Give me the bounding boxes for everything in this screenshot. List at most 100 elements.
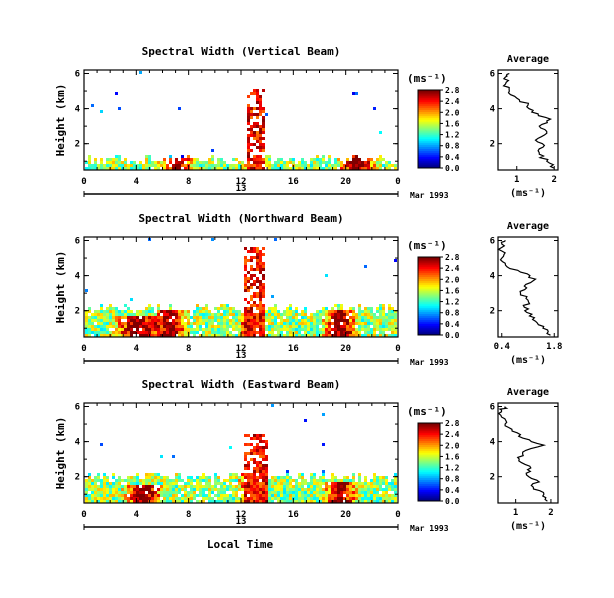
heatmap-cell bbox=[250, 107, 253, 110]
heatmap-cell bbox=[370, 479, 373, 482]
heatmap-cell bbox=[376, 307, 379, 310]
colorbar-swatch bbox=[418, 95, 440, 99]
heatmap-cell bbox=[328, 494, 331, 497]
heatmap-cell bbox=[376, 482, 379, 485]
heatmap-cell bbox=[367, 491, 370, 494]
heatmap-cell bbox=[349, 325, 352, 328]
heatmap-cell bbox=[289, 497, 292, 500]
heatmap-cell bbox=[127, 322, 130, 325]
heatmap-cell bbox=[100, 310, 103, 313]
heatmap-cell bbox=[337, 488, 340, 491]
heatmap-cell bbox=[307, 331, 310, 334]
heatmap-cell bbox=[319, 497, 322, 500]
heatmap-cell bbox=[268, 328, 271, 331]
heatmap-cell bbox=[307, 500, 310, 503]
heatmap-cell bbox=[199, 488, 202, 491]
heatmap-cell bbox=[127, 476, 130, 479]
heatmap-cell bbox=[268, 485, 271, 488]
heatmap-cell bbox=[292, 322, 295, 325]
heatmap-cell bbox=[238, 316, 241, 319]
heatmap-cell bbox=[352, 325, 355, 328]
heatmap-cell bbox=[193, 328, 196, 331]
day-label: 13 bbox=[236, 184, 247, 194]
heatmap-cell bbox=[325, 334, 328, 337]
heatmap-cell bbox=[247, 167, 250, 170]
heatmap-cell bbox=[259, 476, 262, 479]
heatmap-cell bbox=[301, 334, 304, 337]
heatmap-cell bbox=[283, 313, 286, 316]
heatmap-cell bbox=[352, 488, 355, 491]
heatmap-cell bbox=[391, 319, 394, 322]
heatmap-cell bbox=[115, 310, 118, 313]
heatmap-cell bbox=[262, 116, 265, 119]
heatmap-cell bbox=[145, 164, 148, 167]
heatmap-cell bbox=[220, 331, 223, 334]
y-tick-label: 6 bbox=[75, 403, 80, 413]
heatmap-cell bbox=[202, 473, 205, 476]
heatmap-cell bbox=[199, 500, 202, 503]
heatmap-cell bbox=[88, 497, 91, 500]
heatmap-cell bbox=[253, 250, 256, 253]
heatmap-cell bbox=[274, 328, 277, 331]
heatmap-cell bbox=[364, 491, 367, 494]
heatmap-cell bbox=[139, 164, 142, 167]
heatmap-cell bbox=[361, 316, 364, 319]
heatmap-cell bbox=[178, 334, 181, 337]
heatmap-cell bbox=[154, 482, 157, 485]
heatmap-cell bbox=[256, 125, 259, 128]
heatmap-cell bbox=[259, 319, 262, 322]
heatmap-cell bbox=[154, 500, 157, 503]
colorbar-swatch bbox=[418, 138, 440, 142]
colorbar-frame bbox=[417, 256, 441, 336]
heatmap-cell bbox=[337, 307, 340, 310]
heatmap-cell bbox=[250, 110, 253, 113]
heatmap-cell bbox=[346, 485, 349, 488]
heatmap-cell bbox=[217, 307, 220, 310]
heatmap-cell bbox=[373, 325, 376, 328]
heatmap-cell bbox=[244, 434, 247, 437]
heatmap-cell bbox=[88, 476, 91, 479]
heatmap-cell bbox=[382, 310, 385, 313]
heatmap-cell bbox=[259, 167, 262, 170]
heatmap-cell bbox=[172, 479, 175, 482]
heatmap-cell bbox=[283, 161, 286, 164]
heatmap-cell bbox=[262, 122, 265, 125]
heatmap-cell bbox=[379, 482, 382, 485]
heatmap-cell bbox=[340, 304, 343, 307]
heatmap-cell bbox=[211, 238, 214, 241]
heatmap-cell bbox=[256, 446, 259, 449]
heatmap-cell bbox=[223, 325, 226, 328]
heatmap-cell bbox=[367, 328, 370, 331]
heatmap-cell bbox=[94, 158, 97, 161]
heatmap-cell bbox=[169, 161, 172, 164]
date-label: Mar 1993 bbox=[410, 358, 449, 367]
heatmap-cell bbox=[115, 161, 118, 164]
heatmap-cell bbox=[301, 476, 304, 479]
heatmap-cell bbox=[262, 292, 265, 295]
heatmap-cell bbox=[238, 328, 241, 331]
heatmap-cell bbox=[202, 322, 205, 325]
heatmap-cell bbox=[160, 331, 163, 334]
heatmap-cell bbox=[91, 322, 94, 325]
heatmap-cell bbox=[337, 479, 340, 482]
colorbar-unit-label: (ms⁻¹) bbox=[407, 72, 447, 85]
heatmap-cell bbox=[244, 262, 247, 265]
heatmap-cell bbox=[316, 485, 319, 488]
heatmap-cell bbox=[301, 319, 304, 322]
heatmap-cell bbox=[364, 310, 367, 313]
heatmap-cell bbox=[295, 485, 298, 488]
heatmap-cell bbox=[376, 158, 379, 161]
heatmap-cell bbox=[148, 331, 151, 334]
heatmap-cell bbox=[358, 334, 361, 337]
heatmap-cell bbox=[352, 476, 355, 479]
heatmap-cell bbox=[142, 322, 145, 325]
heatmap-cell bbox=[169, 158, 172, 161]
heatmap-cell bbox=[256, 107, 259, 110]
heatmap-cell bbox=[379, 164, 382, 167]
heatmap-cell bbox=[334, 161, 337, 164]
heatmap-cell bbox=[250, 167, 253, 170]
heatmap-cell bbox=[322, 307, 325, 310]
heatmap-cell bbox=[205, 485, 208, 488]
heatmap-cell bbox=[181, 161, 184, 164]
heatmap-cell bbox=[244, 283, 247, 286]
